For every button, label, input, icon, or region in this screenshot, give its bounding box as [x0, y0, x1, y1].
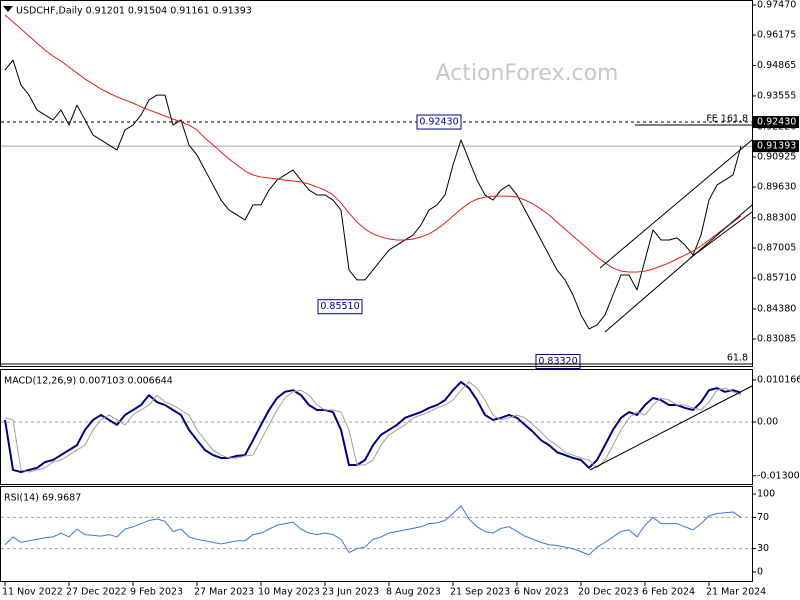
watermark: ActionForex.com	[436, 61, 619, 86]
annotation-box	[416, 114, 462, 130]
y-tick-label: 0.83085	[757, 333, 796, 344]
rsi-frame	[0, 486, 753, 582]
macd-trendline	[589, 385, 753, 471]
y-tick-label: 70	[757, 512, 769, 523]
panel-title: RSI(14) 69.9687	[4, 493, 81, 504]
price-frame	[0, 0, 753, 367]
y-tick-label: 0.87005	[757, 242, 796, 253]
x-tick-label: 11 Nov 2022	[2, 587, 63, 598]
y-tick-label: 0.88300	[757, 212, 796, 223]
x-tick-label: 9 Feb 2023	[130, 587, 183, 598]
level-label: 0.92430	[757, 117, 796, 128]
series-line	[4, 505, 742, 556]
y-tick-label: -0.013006	[757, 470, 800, 481]
x-tick-label: 6 Feb 2024	[642, 587, 695, 598]
annotation-label: 0.85510	[320, 301, 359, 312]
panel-title: MACD(12,26,9) 0.007103 0.006644	[4, 376, 173, 387]
annotation-label: 0.83320	[538, 356, 577, 367]
annotation-box	[317, 299, 363, 315]
y-tick-label: 100	[757, 489, 775, 500]
y-tick-label: 0.85710	[757, 273, 796, 284]
annotation-label: 0.92430	[419, 117, 458, 128]
support-line	[689, 211, 753, 259]
menu-arrow[interactable]	[3, 6, 13, 12]
y-tick-label: 0.93555	[757, 90, 796, 101]
y-tick-label: 0.00	[757, 416, 778, 427]
y-tick-label: 0.97470	[757, 0, 796, 11]
x-tick-label: 23 Jun 2023	[322, 587, 379, 598]
y-tick-label: 0.84380	[757, 303, 796, 314]
series-line	[4, 381, 742, 473]
channel-lower	[604, 204, 753, 333]
level-label: 0.91393	[757, 141, 796, 152]
annotation-box	[535, 354, 581, 370]
level-label-box	[753, 116, 799, 129]
x-tick-label: 21 Mar 2024	[706, 587, 766, 598]
fib-label: FE 161.8	[706, 114, 748, 125]
series-line	[4, 380, 742, 474]
y-tick-label: 0.90925	[757, 151, 796, 162]
fib-label: 61.8	[727, 353, 748, 364]
x-tick-label: 27 Dec 2022	[66, 587, 127, 598]
y-tick-label: 30	[757, 543, 769, 554]
x-tick-label: 10 May 2023	[258, 587, 320, 598]
channel-upper	[599, 139, 753, 269]
macd-frame	[0, 369, 753, 485]
x-tick-label: 8 Aug 2023	[386, 587, 441, 598]
panel-title: USDCHF,Daily 0.91201 0.91504 0.91161 0.9…	[16, 6, 252, 17]
level-label-box	[753, 140, 799, 153]
y-tick-label: 0.89630	[757, 182, 796, 193]
series-line	[4, 59, 742, 330]
y-tick-label: 0.96175	[757, 30, 796, 41]
y-tick-label: 0	[757, 567, 763, 578]
x-tick-label: 21 Sep 2023	[450, 587, 510, 598]
series-line	[4, 14, 742, 273]
x-tick-label: 6 Nov 2023	[514, 587, 569, 598]
y-tick-label: 0.010166	[757, 374, 800, 385]
y-tick-label: 0.94865	[757, 60, 796, 71]
x-tick-label: 27 Mar 2023	[194, 587, 254, 598]
x-tick-label: 20 Dec 2023	[578, 587, 639, 598]
